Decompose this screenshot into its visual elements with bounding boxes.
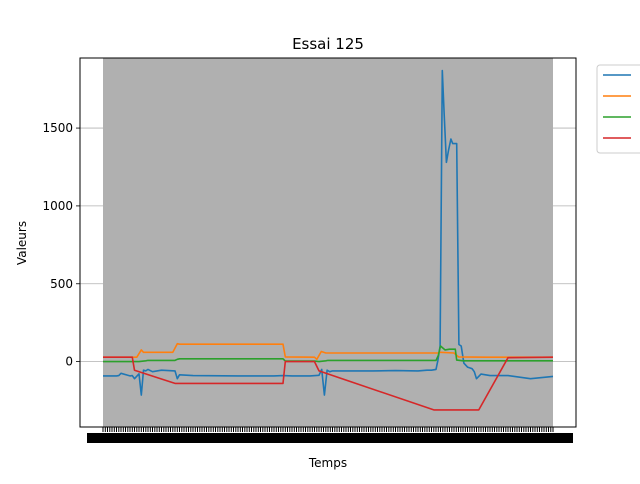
- y-tick-label: 500: [50, 277, 73, 291]
- x-tick-marks-dense: [102, 427, 554, 432]
- series-line-1: [103, 69, 554, 396]
- series-line-2: [103, 342, 553, 361]
- y-tick-label: 1000: [42, 199, 73, 213]
- y-tick-label: 0: [65, 355, 73, 369]
- x-axis-label: Temps: [308, 456, 347, 470]
- series-line-3: [103, 345, 553, 363]
- shaded-region: [103, 58, 553, 427]
- legend-box: [596, 64, 640, 154]
- y-axis-label: Valeurs: [15, 221, 29, 265]
- series-line-4: [103, 356, 554, 411]
- series-lines: [103, 69, 554, 411]
- chart-title: Essai 125: [292, 35, 364, 53]
- legend: [596, 64, 640, 154]
- gridlines: [80, 127, 576, 363]
- y-tick-label: 1500: [42, 121, 73, 135]
- x-tick-labels-overlapping: [87, 433, 573, 443]
- x-tick-marks: [87, 427, 573, 443]
- axes-frame: [79, 57, 577, 428]
- y-axis-ticks: 0 500 1000 1500: [42, 121, 80, 369]
